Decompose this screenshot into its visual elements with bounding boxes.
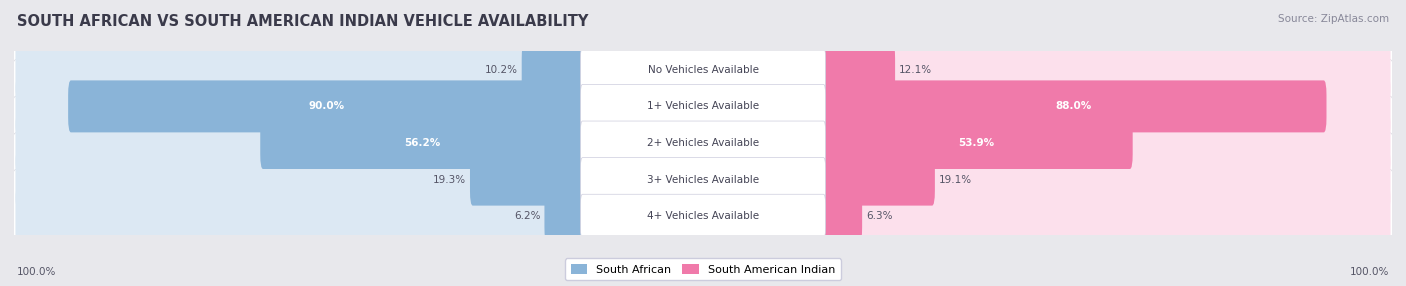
FancyBboxPatch shape xyxy=(11,96,1395,190)
FancyBboxPatch shape xyxy=(821,115,1391,171)
FancyBboxPatch shape xyxy=(544,190,585,242)
FancyBboxPatch shape xyxy=(260,117,585,169)
FancyBboxPatch shape xyxy=(581,158,825,202)
FancyBboxPatch shape xyxy=(11,133,1395,227)
Text: 100.0%: 100.0% xyxy=(1350,267,1389,277)
FancyBboxPatch shape xyxy=(581,84,825,128)
FancyBboxPatch shape xyxy=(581,194,825,238)
FancyBboxPatch shape xyxy=(67,80,585,132)
Legend: South African, South American Indian: South African, South American Indian xyxy=(565,258,841,280)
Text: 2+ Vehicles Available: 2+ Vehicles Available xyxy=(647,138,759,148)
Text: 6.3%: 6.3% xyxy=(866,211,893,221)
FancyBboxPatch shape xyxy=(11,59,1395,153)
FancyBboxPatch shape xyxy=(581,48,825,92)
FancyBboxPatch shape xyxy=(821,190,862,242)
FancyBboxPatch shape xyxy=(821,117,1133,169)
Text: 88.0%: 88.0% xyxy=(1056,102,1092,111)
FancyBboxPatch shape xyxy=(821,152,1391,207)
Text: 56.2%: 56.2% xyxy=(405,138,441,148)
Text: 10.2%: 10.2% xyxy=(485,65,517,75)
Text: 6.2%: 6.2% xyxy=(513,211,540,221)
FancyBboxPatch shape xyxy=(821,44,896,96)
Text: 19.1%: 19.1% xyxy=(939,175,972,184)
FancyBboxPatch shape xyxy=(821,154,935,206)
FancyBboxPatch shape xyxy=(470,154,585,206)
Text: 90.0%: 90.0% xyxy=(308,102,344,111)
FancyBboxPatch shape xyxy=(821,79,1391,134)
FancyBboxPatch shape xyxy=(821,42,1391,98)
Text: No Vehicles Available: No Vehicles Available xyxy=(648,65,758,75)
Text: SOUTH AFRICAN VS SOUTH AMERICAN INDIAN VEHICLE AVAILABILITY: SOUTH AFRICAN VS SOUTH AMERICAN INDIAN V… xyxy=(17,14,588,29)
FancyBboxPatch shape xyxy=(581,121,825,165)
Text: 100.0%: 100.0% xyxy=(17,267,56,277)
FancyBboxPatch shape xyxy=(15,188,585,244)
FancyBboxPatch shape xyxy=(11,23,1395,117)
FancyBboxPatch shape xyxy=(15,42,585,98)
Text: 19.3%: 19.3% xyxy=(433,175,465,184)
FancyBboxPatch shape xyxy=(15,152,585,207)
Text: 12.1%: 12.1% xyxy=(900,65,932,75)
Text: 4+ Vehicles Available: 4+ Vehicles Available xyxy=(647,211,759,221)
Text: 1+ Vehicles Available: 1+ Vehicles Available xyxy=(647,102,759,111)
FancyBboxPatch shape xyxy=(11,169,1395,263)
FancyBboxPatch shape xyxy=(821,188,1391,244)
Text: 53.9%: 53.9% xyxy=(959,138,995,148)
FancyBboxPatch shape xyxy=(15,115,585,171)
FancyBboxPatch shape xyxy=(522,44,585,96)
FancyBboxPatch shape xyxy=(821,80,1326,132)
Text: 3+ Vehicles Available: 3+ Vehicles Available xyxy=(647,175,759,184)
Text: Source: ZipAtlas.com: Source: ZipAtlas.com xyxy=(1278,14,1389,24)
FancyBboxPatch shape xyxy=(15,79,585,134)
